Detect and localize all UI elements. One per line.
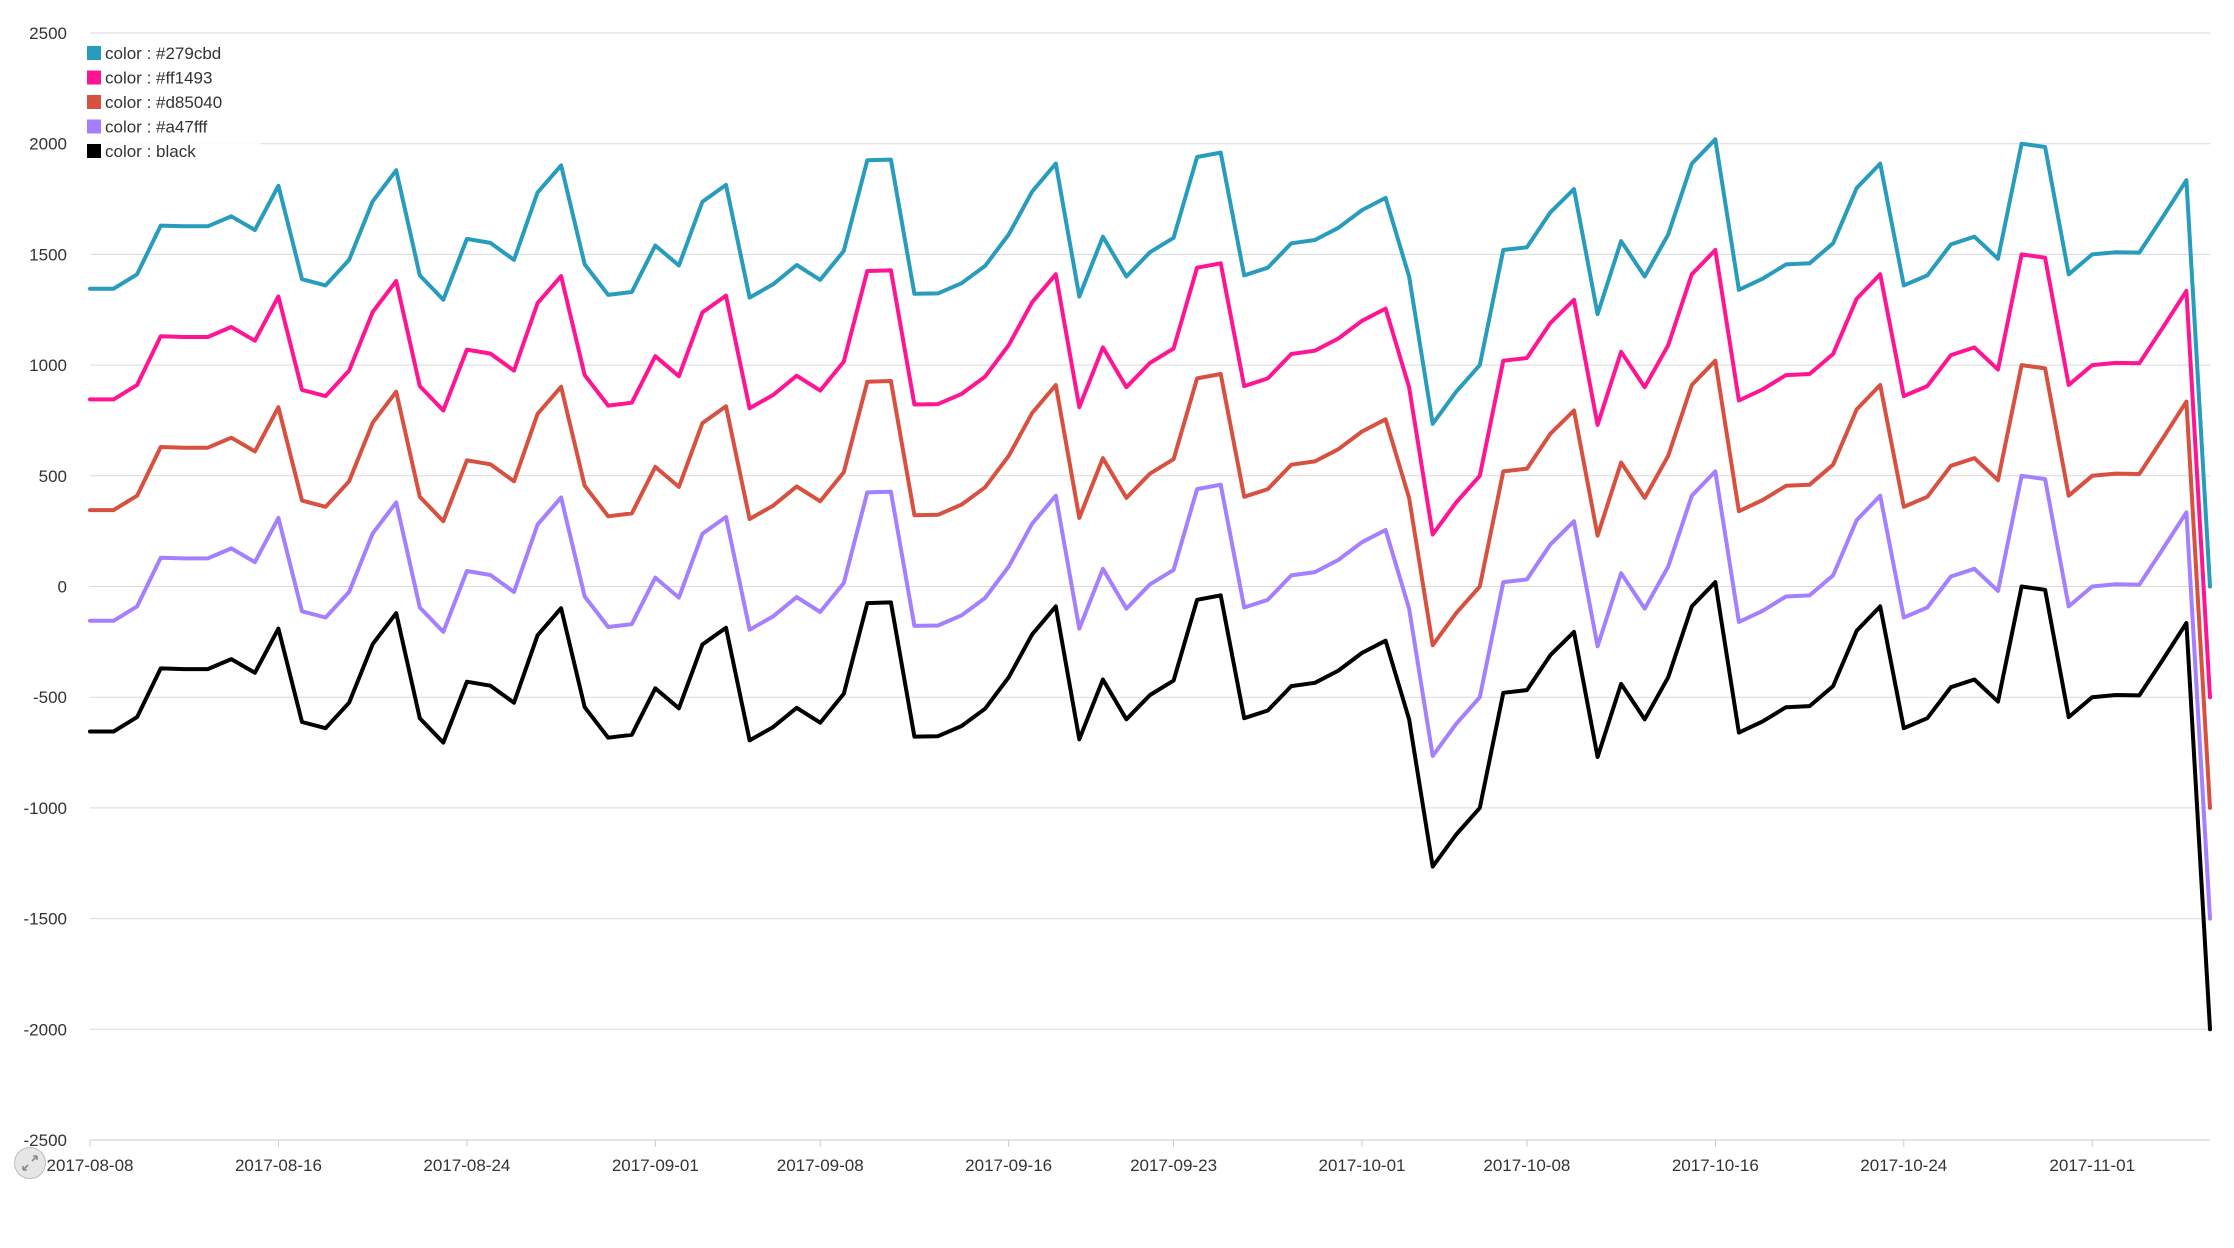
x-tick-label: 2017-08-16 — [235, 1156, 322, 1175]
legend-label[interactable]: color : #d85040 — [105, 93, 222, 112]
series-line — [88, 469, 2212, 921]
y-tick-label: 1500 — [29, 245, 67, 264]
y-tick-label: 2500 — [29, 24, 67, 43]
x-tick-label: 2017-09-23 — [1130, 1156, 1217, 1175]
legend-swatch[interactable] — [87, 70, 101, 85]
y-axis: 2500 2000 1500 1000 500 0 -500 -1000 -1500 -2000 -… — [24, 24, 67, 1150]
legend-label[interactable]: color : black — [105, 142, 196, 161]
y-tick-label: -1500 — [24, 910, 67, 929]
x-tick-label: 2017-10-08 — [1483, 1156, 1570, 1175]
y-tick-label: -1000 — [24, 799, 67, 818]
series-line — [88, 580, 2212, 1032]
x-tick-label: 2017-09-01 — [612, 1156, 699, 1175]
y-tick-label: 500 — [39, 467, 67, 486]
legend-swatch[interactable] — [87, 119, 101, 134]
legend-label[interactable]: color : #ff1493 — [105, 69, 212, 88]
x-tick-label: 2017-09-08 — [777, 1156, 864, 1175]
expand-icon[interactable] — [14, 1147, 46, 1179]
x-tick-label: 2017-10-24 — [1860, 1156, 1947, 1175]
y-tick-label: -2000 — [24, 1020, 67, 1039]
y-tick-label: -2500 — [24, 1131, 67, 1150]
series-lines — [88, 137, 2212, 1032]
legend-swatch[interactable] — [87, 46, 101, 60]
x-axis: 2017-08-08 2017-08-16 2017-08-24 2017-09-01… — [47, 1139, 2210, 1175]
expand-arrows-icon — [22, 1155, 38, 1171]
x-tick-label: 2017-08-08 — [47, 1156, 134, 1175]
y-tick-label: 2000 — [29, 135, 67, 154]
legend-label[interactable]: color : #279cbd — [105, 44, 221, 63]
legend-background — [81, 38, 261, 164]
legend-swatch[interactable] — [87, 144, 101, 158]
series-line — [88, 137, 2212, 589]
x-tick-label: 2017-11-01 — [2049, 1156, 2135, 1175]
legend-label[interactable]: color : #a47fff — [105, 118, 208, 137]
series-line — [88, 248, 2212, 700]
legend[interactable]: color : #279cbd color : #ff1493 color : #d… — [81, 38, 261, 164]
legend-swatch[interactable] — [87, 95, 101, 109]
x-tick-label: 2017-09-16 — [965, 1156, 1052, 1175]
x-tick-label: 2017-08-24 — [423, 1156, 510, 1175]
y-tick-label: 1000 — [29, 356, 67, 375]
x-tick-label: 2017-10-16 — [1672, 1156, 1759, 1175]
series-line — [88, 358, 2212, 810]
y-tick-label: 0 — [58, 578, 67, 597]
x-tick-label: 2017-10-01 — [1319, 1156, 1406, 1175]
y-tick-label: -500 — [33, 688, 67, 707]
